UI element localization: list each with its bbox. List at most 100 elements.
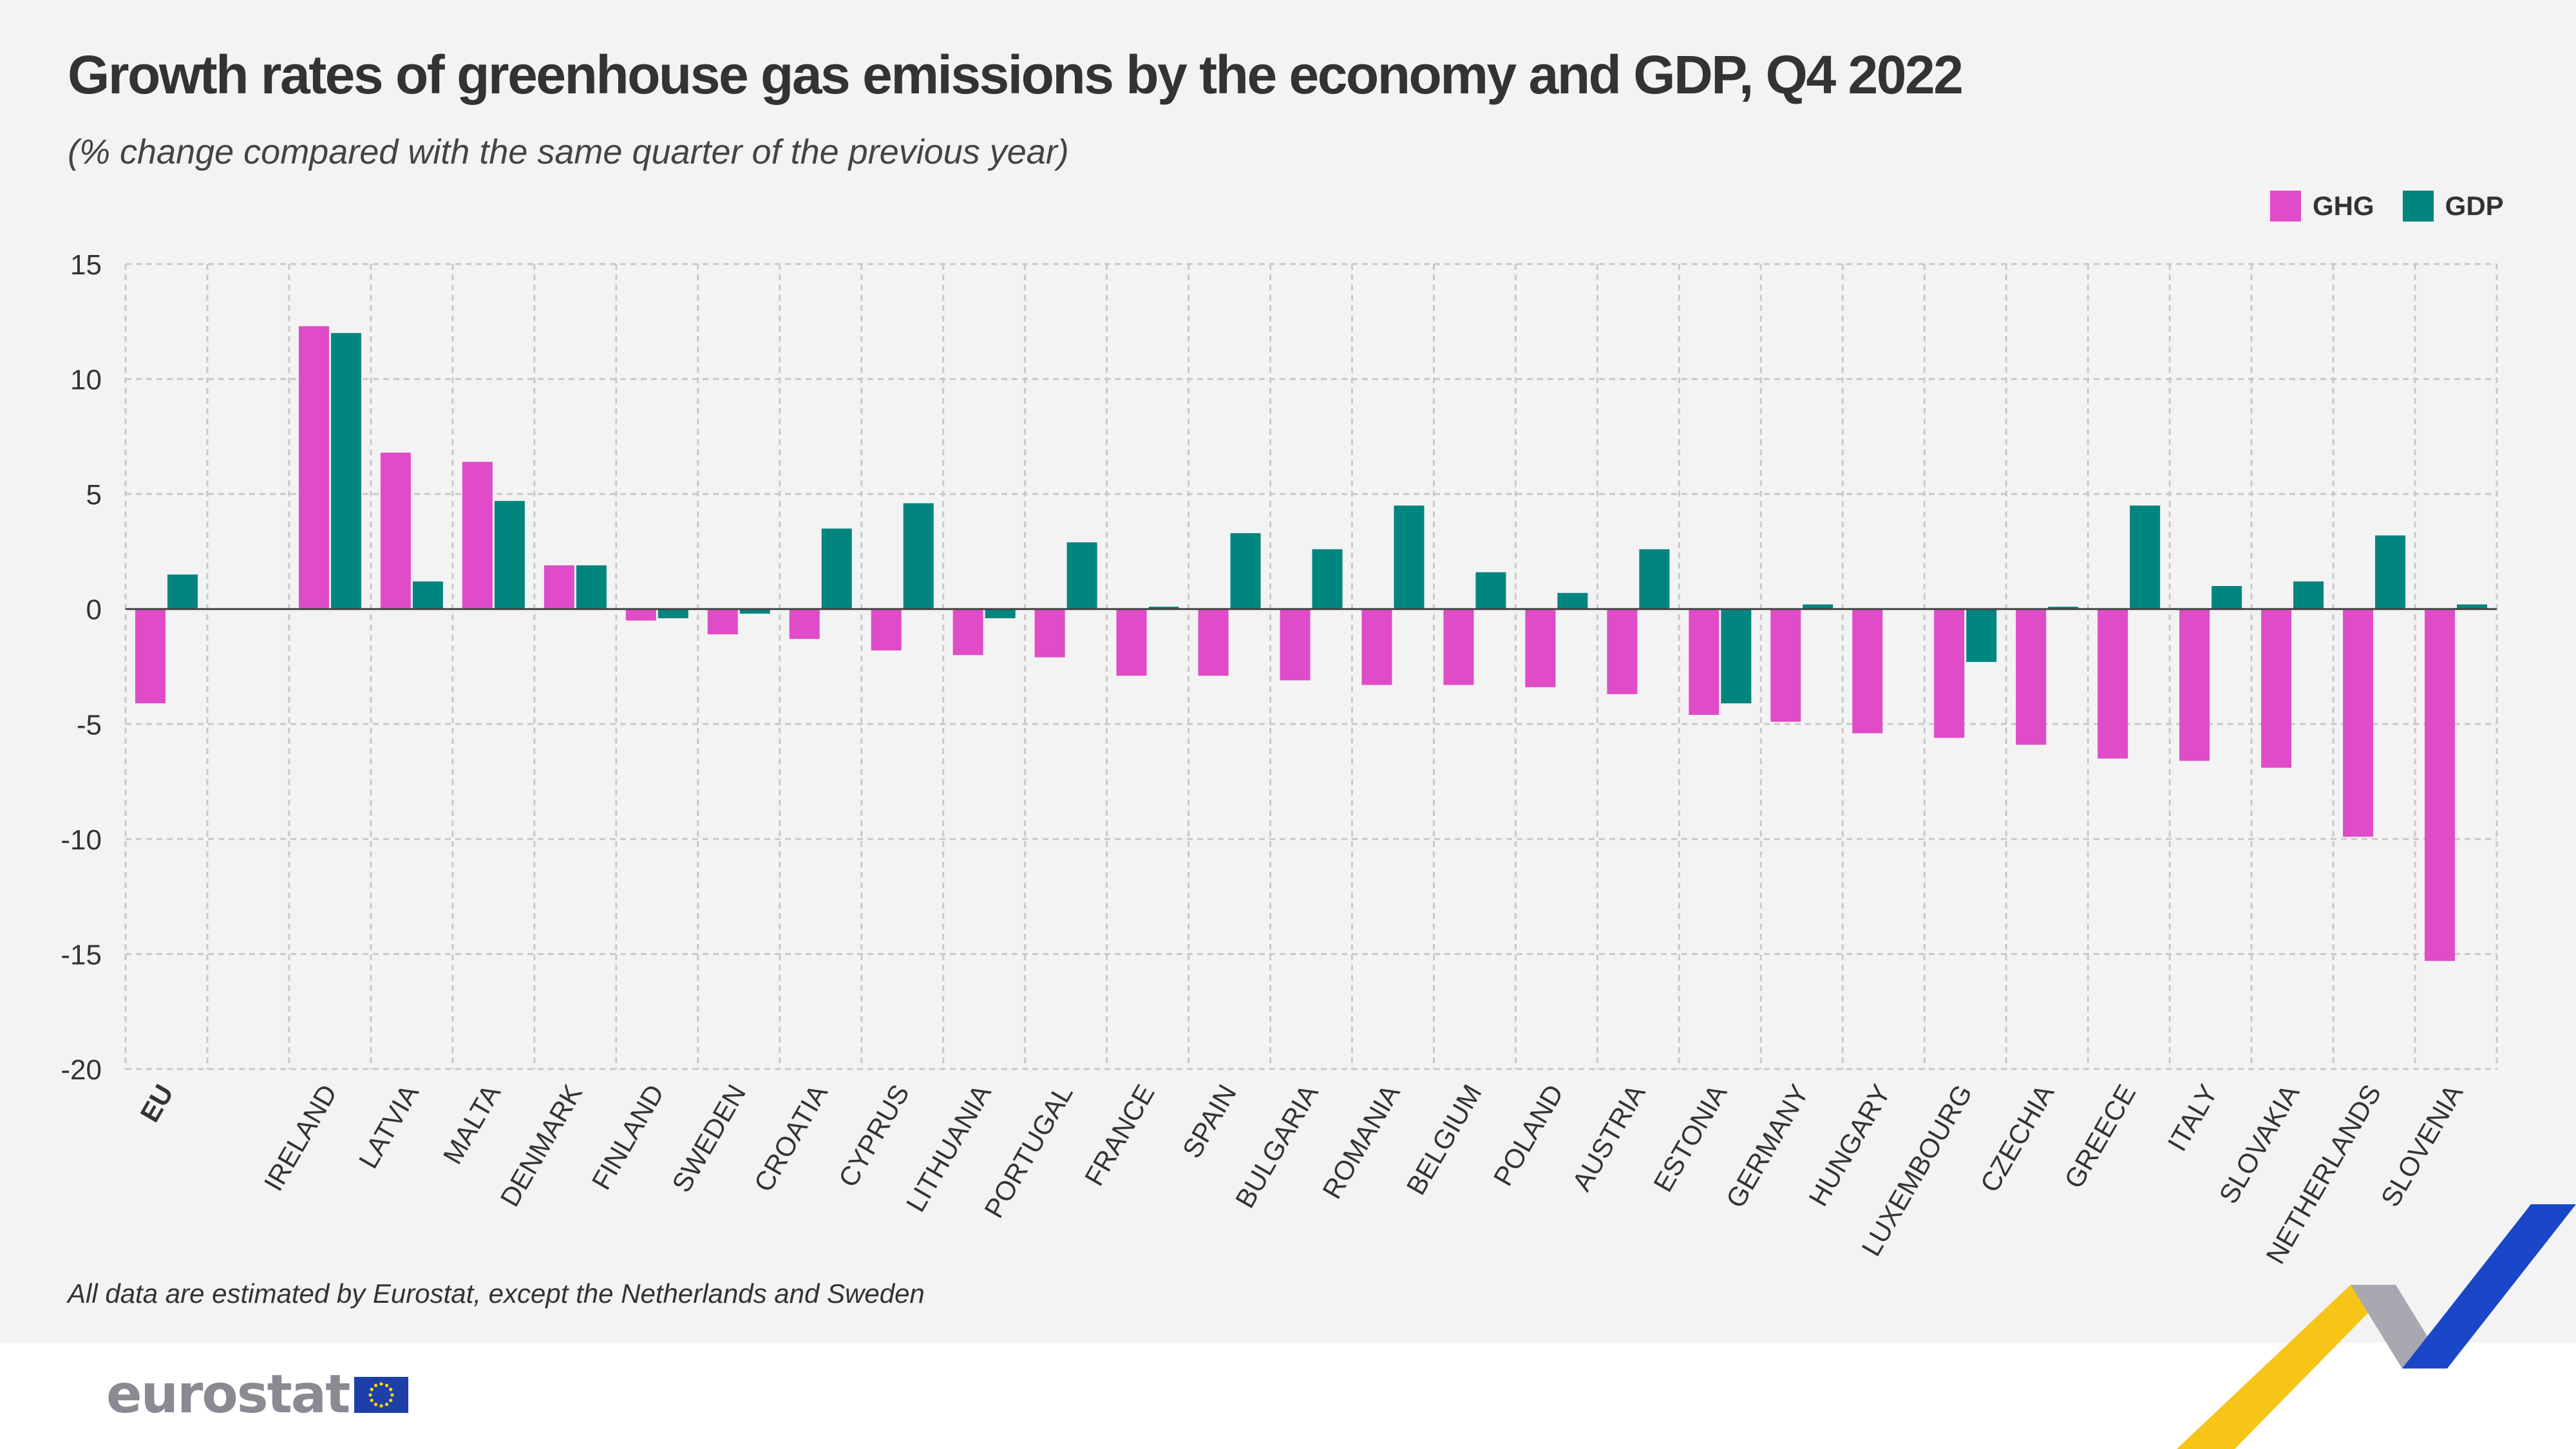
bar-ghg-italy — [2179, 609, 2210, 761]
x-tick-label-slovakia: SLOVAKIA — [2213, 1079, 2305, 1209]
x-tick-label-bulgaria: BULGARIA — [1229, 1079, 1324, 1213]
bar-ghg-sweden — [707, 609, 738, 634]
y-tick-label: 15 — [70, 249, 102, 281]
flag-star — [379, 1403, 383, 1408]
footnote: All data are estimated by Eurostat, exce… — [68, 1278, 925, 1309]
bar-gdp-latvia — [412, 581, 443, 609]
bar-gdp-lithuania — [985, 609, 1016, 618]
bar-ghg-croatia — [789, 609, 820, 639]
bar-ghg-austria — [1607, 609, 1638, 694]
bar-ghg-slovakia — [2261, 609, 2292, 768]
x-tick-label-italy: ITALY — [2161, 1079, 2223, 1156]
bar-ghg-malta — [462, 462, 493, 609]
eurostat-logo: eurostat — [106, 1364, 409, 1425]
y-tick-label: -10 — [61, 824, 102, 856]
bar-ghg-slovenia — [2425, 609, 2456, 961]
x-tick-label-denmark: DENMARK — [494, 1079, 588, 1211]
bar-gdp-luxembourg — [1966, 609, 1997, 662]
bar-ghg-greece — [2098, 609, 2128, 759]
bar-gdp-greece — [2130, 506, 2161, 609]
x-tick-label-cyprus: CYPRUS — [833, 1079, 915, 1192]
bar-gdp-slovenia — [2457, 604, 2488, 609]
bar-gdp-portugal — [1066, 542, 1097, 609]
bar-gdp-sweden — [739, 609, 770, 614]
bar-ghg-lithuania — [952, 609, 983, 656]
flag-star — [368, 1392, 372, 1397]
bar-gdp-france — [1148, 607, 1179, 609]
bar-ghg-czechia — [2016, 609, 2047, 745]
bar-gdp-estonia — [1721, 609, 1752, 704]
flag-star — [370, 1398, 374, 1402]
x-tick-label-ireland: IRELAND — [258, 1079, 343, 1196]
x-tick-label-czechia: CZECHIA — [1975, 1079, 2060, 1197]
x-tick-label-sweden: SWEDEN — [666, 1079, 752, 1197]
y-tick-label: 0 — [86, 594, 102, 626]
flag-star — [390, 1392, 394, 1397]
chart-title: Growth rates of greenhouse gas emissions… — [68, 44, 1964, 105]
bar-ghg-belgium — [1443, 609, 1474, 685]
legend-item-gdp: GDP — [2402, 191, 2504, 222]
legend-item-ghg: GHG — [2270, 191, 2374, 222]
eu-flag-icon — [354, 1376, 409, 1413]
bar-ghg-france — [1116, 609, 1147, 676]
x-tick-label-greece: GREECE — [2058, 1079, 2141, 1193]
legend-label-ghg: GHG — [2313, 191, 2374, 221]
flag-star — [385, 1402, 389, 1406]
flag-star — [389, 1398, 393, 1402]
eurostat-wordmark: eurostat — [106, 1364, 350, 1425]
x-tick-label-malta: MALTA — [437, 1079, 507, 1169]
bar-ghg-portugal — [1034, 609, 1065, 658]
legend-swatch-gdp — [2402, 191, 2434, 222]
x-tick-label-belgium: BELGIUM — [1400, 1079, 1487, 1200]
y-tick-label: -5 — [77, 709, 102, 741]
bar-ghg-ireland — [298, 326, 329, 609]
x-tick-label-hungary: HUNGARY — [1803, 1079, 1896, 1211]
bar-ghg-latvia — [380, 452, 411, 609]
bar-gdp-croatia — [821, 528, 852, 609]
bar-gdp-germany — [1803, 604, 1833, 609]
legend-swatch-ghg — [2270, 191, 2301, 222]
flag-star — [370, 1387, 374, 1391]
x-tick-label-romania: ROMANIA — [1316, 1079, 1406, 1204]
bar-ghg-eu — [135, 609, 166, 704]
x-tick-label-spain: SPAIN — [1177, 1079, 1242, 1163]
bar-gdp-malta — [494, 500, 525, 609]
x-tick-label-portugal: PORTUGAL — [978, 1079, 1079, 1223]
y-tick-label: -15 — [61, 939, 102, 971]
y-tick-label: 5 — [86, 479, 102, 511]
bar-gdp-denmark — [576, 565, 607, 609]
y-tick-label: -20 — [61, 1054, 102, 1086]
flag-star — [374, 1383, 378, 1387]
bar-gdp-bulgaria — [1312, 549, 1343, 609]
bar-gdp-poland — [1557, 592, 1588, 609]
x-tick-label-estonia: ESTONIA — [1647, 1079, 1733, 1197]
flag-star — [374, 1402, 378, 1406]
x-tick-label-slovenia: SLOVENIA — [2375, 1079, 2469, 1211]
bar-gdp-cyprus — [903, 503, 934, 609]
bar-gdp-spain — [1230, 533, 1261, 609]
bar-ghg-netherlands — [2343, 609, 2374, 837]
bar-gdp-belgium — [1475, 572, 1506, 609]
bar-gdp-czechia — [2048, 607, 2079, 609]
bar-gdp-slovakia — [2293, 581, 2324, 609]
x-tick-label-austria: AUSTRIA — [1566, 1079, 1651, 1196]
bar-ghg-poland — [1525, 609, 1556, 688]
legend-label-gdp: GDP — [2445, 191, 2504, 221]
bar-ghg-romania — [1361, 609, 1392, 685]
chart-subtitle: (% change compared with the same quarter… — [68, 133, 1069, 171]
y-tick-label: 10 — [70, 365, 102, 396]
x-tick-label-germany: GERMANY — [1720, 1079, 1815, 1213]
bar-gdp-netherlands — [2375, 535, 2406, 609]
decorative-ribbon-icon — [2177, 1204, 2576, 1449]
bar-gdp-eu — [167, 574, 198, 609]
flag-star — [389, 1387, 393, 1391]
bar-gdp-ireland — [330, 333, 361, 609]
bar-ghg-spain — [1198, 609, 1229, 676]
bar-ghg-denmark — [544, 565, 574, 609]
bar-chart: 15 10 5 0 -5 -10 -15 -20 EU IRELAND LATVIA MALTADEN… — [61, 249, 2498, 1269]
x-tick-label-croatia: CROATIA — [748, 1079, 833, 1197]
bar-ghg-germany — [1770, 609, 1801, 722]
bar-gdp-finland — [658, 609, 688, 618]
bar-gdp-austria — [1639, 549, 1670, 609]
bar-ghg-hungary — [1852, 609, 1883, 734]
